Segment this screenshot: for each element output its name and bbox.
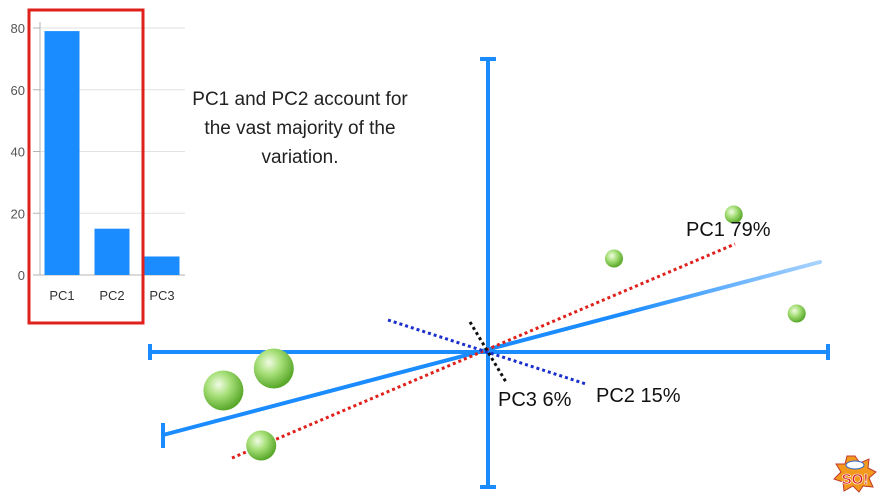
variation-annotation: PC1 and PC2 account for the vast majorit… — [150, 85, 450, 172]
data-point-5 — [724, 205, 743, 224]
y-tick-label: 0 — [18, 268, 25, 283]
bar-pc3 — [144, 256, 180, 275]
pca-scatter-plot: PC1 79% PC2 15% PC3 6% — [148, 57, 830, 489]
pc3-variance-label: PC3 6% — [498, 389, 572, 411]
annotation-line-1: PC1 and PC2 account for — [192, 89, 408, 110]
y-tick-label: 60 — [11, 83, 25, 98]
y-tick-label: 20 — [11, 206, 25, 221]
rotated-pc1-axis — [161, 260, 822, 437]
x-tick-label-pc3: PC3 — [149, 288, 174, 303]
data-point-1 — [203, 370, 244, 411]
logo-text: SO! — [842, 471, 869, 488]
highlight-box — [27, 8, 145, 325]
data-point-4 — [605, 249, 623, 268]
pc1-direction-line — [231, 242, 736, 460]
pc1-variance-label: PC1 79% — [686, 219, 771, 241]
x-tick-label-pc1: PC1 — [49, 288, 74, 303]
data-point-6 — [787, 304, 806, 323]
y-tick-label: 40 — [11, 145, 25, 160]
pc2-variance-label: PC2 15% — [596, 385, 681, 407]
x-tick-label-pc2: PC2 — [99, 288, 124, 303]
bar-pc1 — [44, 31, 80, 276]
scree-bar-chart: 0 20 40 60 80 PC1 PC2 PC3 — [11, 8, 185, 325]
annotation-line-3: variation. — [261, 147, 339, 168]
bar-pc2 — [94, 228, 130, 275]
data-point-2 — [253, 348, 294, 389]
y-tick-label: 80 — [11, 21, 25, 36]
pc2-direction-line — [387, 318, 587, 386]
so-badge-icon: SO! — [833, 455, 877, 493]
annotation-line-2: the vast majority of the — [204, 118, 396, 139]
data-point-3 — [246, 430, 277, 461]
